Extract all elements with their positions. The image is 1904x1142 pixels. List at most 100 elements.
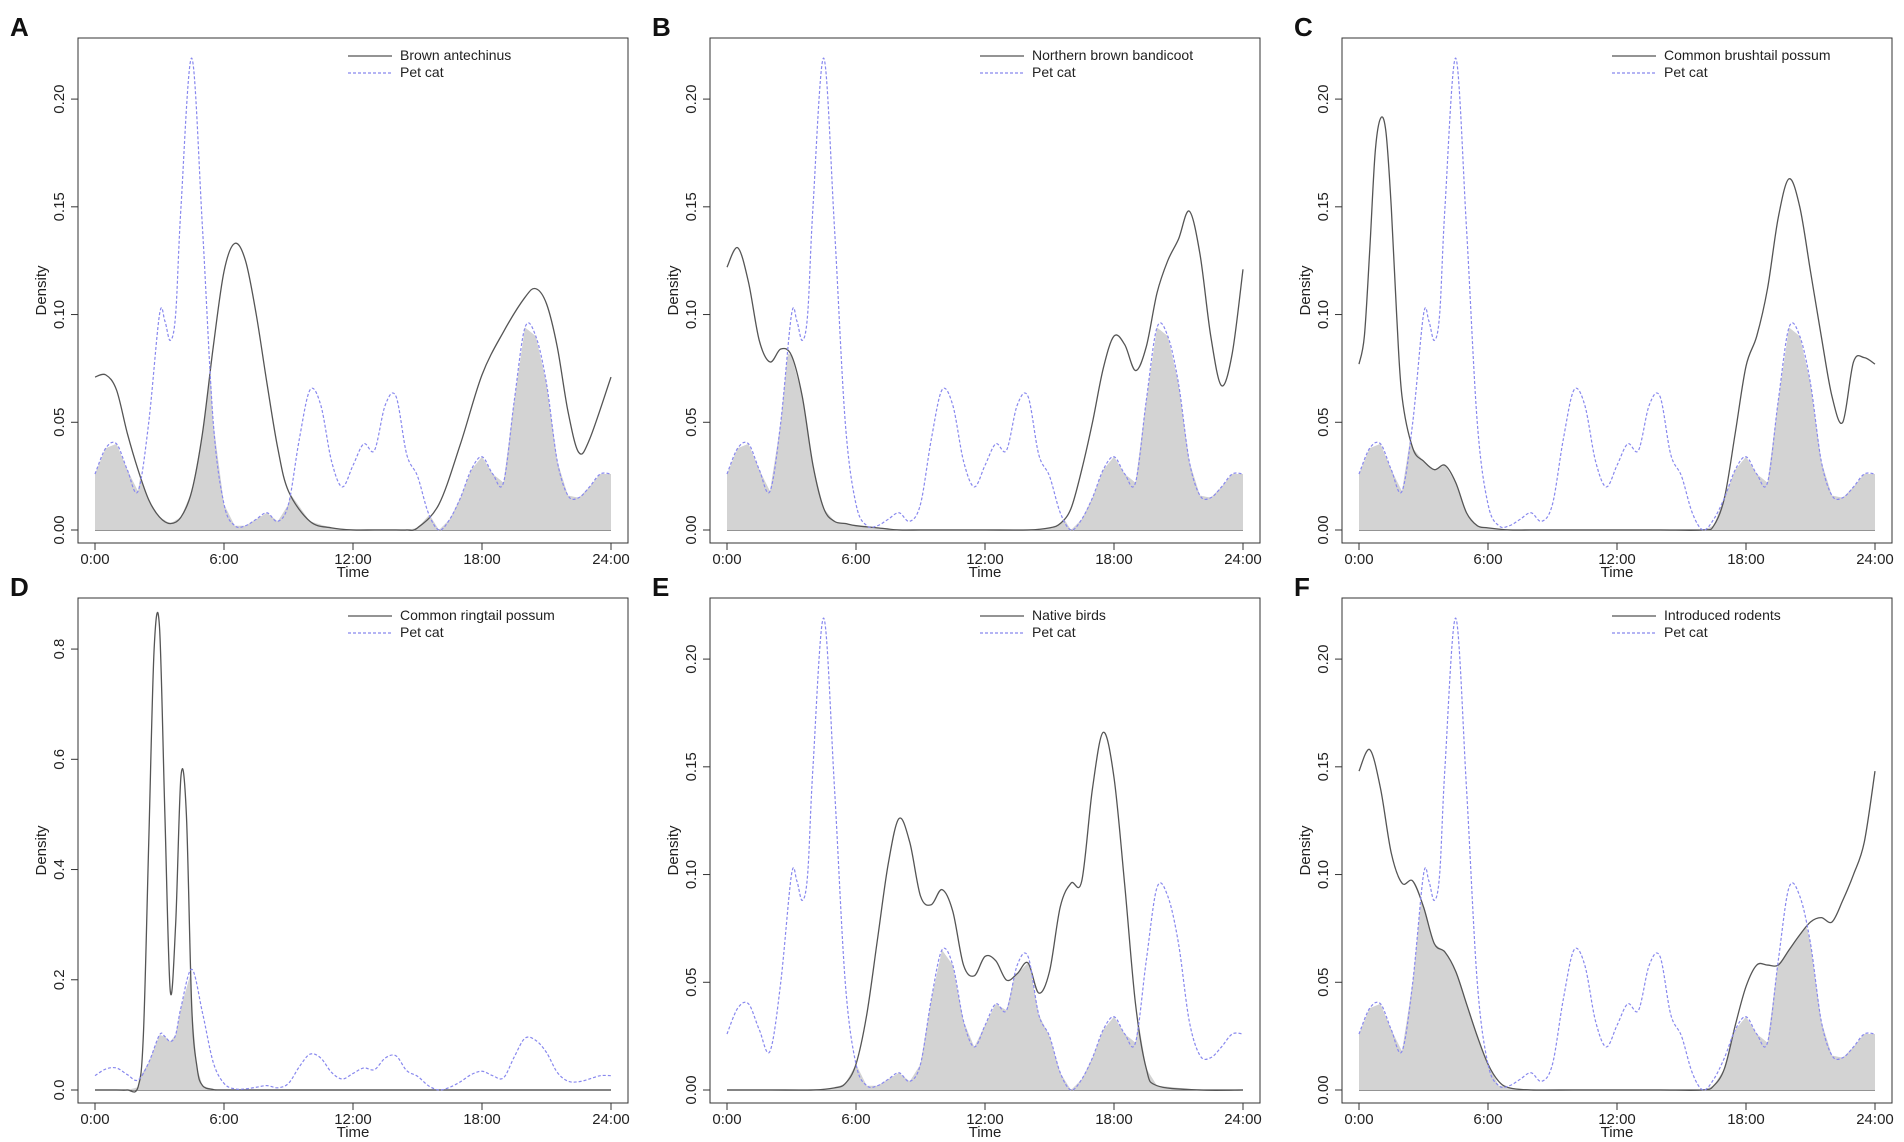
panel-letter: A: [10, 12, 29, 42]
y-axis-title: Density: [1297, 265, 1314, 316]
series-line-pet-cat: [726, 57, 1244, 531]
panel-D: D 0:00 6:00 12:00 18:00 24:00 Time 0.0 0.2 0.4 0.6…: [10, 572, 630, 1141]
x-tick-label: 24:00: [1224, 1111, 1262, 1128]
overlap-area: [727, 949, 1243, 1090]
y-tick-label: 0.20: [683, 84, 700, 113]
y-tick-label: 0.10: [683, 860, 700, 889]
x-tick-label: 12:00: [1598, 551, 1636, 568]
y-tick-label: 0.05: [1315, 968, 1332, 997]
panel-F: F 0:00 6:00 12:00 18:00 24:00 Time 0.00 0.05 0.10…: [1294, 572, 1894, 1141]
series-line-pet-cat: [726, 617, 1244, 1091]
legend-entry: Common ringtail possum: [400, 607, 555, 623]
overlap-area: [1359, 901, 1875, 1090]
x-tick-label: 6:00: [209, 1111, 238, 1128]
series-line-species: [94, 611, 611, 1093]
y-tick-label: 0.10: [683, 300, 700, 329]
x-tick-label: 18:00: [463, 551, 501, 568]
overlap-area: [1359, 327, 1875, 530]
y-tick-label: 0.05: [1315, 408, 1332, 437]
x-tick-label: 6:00: [209, 551, 238, 568]
y-tick-label: 0.10: [1315, 860, 1332, 889]
x-tick-label: 12:00: [966, 551, 1004, 568]
panel-A: A 0:00 6:00 12:00 18:00 24:00 Time 0.00 0.05 0.10…: [10, 12, 630, 581]
x-tick-label: 12:00: [334, 1111, 372, 1128]
y-axis-title: Density: [33, 265, 50, 316]
y-tick-label: 0.00: [1315, 1075, 1332, 1104]
legend-entry: Northern brown bandicoot: [1032, 47, 1193, 63]
panel-letter: F: [1294, 572, 1310, 602]
y-axis-title: Density: [1297, 825, 1314, 876]
x-tick-label: 12:00: [966, 1111, 1004, 1128]
panel-E: E 0:00 6:00 12:00 18:00 24:00 Time 0.00 0.05 0.10…: [652, 572, 1262, 1141]
y-tick-label: 0.2: [51, 969, 68, 990]
panel-letter: B: [652, 12, 671, 42]
y-tick-label: 0.0: [51, 1080, 68, 1101]
x-tick-label: 18:00: [463, 1111, 501, 1128]
x-tick-label: 18:00: [1095, 1111, 1133, 1128]
panel-C: C 0:00 6:00 12:00 18:00 24:00 Time 0.00 0.05 0.10…: [1294, 12, 1894, 581]
y-tick-label: 0.00: [51, 515, 68, 544]
legend-entry: Pet cat: [1664, 624, 1708, 640]
x-tick-label: 0:00: [80, 551, 109, 568]
series-line-pet-cat: [1358, 57, 1876, 531]
y-tick-label: 0.05: [683, 408, 700, 437]
x-tick-label: 18:00: [1095, 551, 1133, 568]
x-tick-label: 24:00: [1856, 551, 1894, 568]
y-tick-label: 0.15: [1315, 752, 1332, 781]
x-tick-label: 0:00: [1344, 1111, 1373, 1128]
overlap-area: [727, 327, 1243, 530]
x-tick-label: 0:00: [712, 1111, 741, 1128]
legend-entry: Pet cat: [400, 624, 444, 640]
plot-frame: [77, 597, 629, 1104]
x-tick-label: 24:00: [1856, 1111, 1894, 1128]
x-tick-label: 18:00: [1727, 1111, 1765, 1128]
x-axis-title: Time: [337, 1124, 370, 1141]
x-tick-label: 24:00: [592, 1111, 630, 1128]
y-tick-label: 0.20: [1315, 84, 1332, 113]
x-tick-label: 6:00: [841, 1111, 870, 1128]
legend-entry: Pet cat: [1032, 64, 1076, 80]
overlap-area: [95, 327, 611, 530]
series-line-pet-cat: [94, 57, 612, 531]
x-tick-label: 12:00: [334, 551, 372, 568]
panel-letter: E: [652, 572, 669, 602]
y-tick-label: 0.6: [51, 749, 68, 770]
legend-entry: Introduced rodents: [1664, 607, 1781, 623]
legend-entry: Common brushtail possum: [1664, 47, 1831, 63]
y-axis-title: Density: [665, 825, 682, 876]
x-axis-title: Time: [969, 1124, 1002, 1141]
y-tick-label: 0.00: [683, 1075, 700, 1104]
y-tick-label: 0.20: [1315, 644, 1332, 673]
y-axis-title: Density: [33, 825, 50, 876]
x-tick-label: 18:00: [1727, 551, 1765, 568]
series-line-species: [1358, 116, 1876, 531]
y-tick-label: 0.15: [51, 192, 68, 221]
y-tick-label: 0.00: [683, 515, 700, 544]
legend-entry: Pet cat: [1664, 64, 1708, 80]
y-tick-label: 0.20: [51, 84, 68, 113]
panel-B: B 0:00 6:00 12:00 18:00 24:00 Time 0.00 0.05 0.10…: [652, 12, 1262, 581]
x-tick-label: 24:00: [592, 551, 630, 568]
y-axis-title: Density: [665, 265, 682, 316]
series-line-species: [1358, 748, 1876, 1091]
panel-letter: C: [1294, 12, 1313, 42]
y-tick-label: 0.05: [51, 408, 68, 437]
y-tick-label: 0.10: [1315, 300, 1332, 329]
panel-letter: D: [10, 572, 29, 602]
x-tick-label: 0:00: [1344, 551, 1373, 568]
x-axis-title: Time: [1601, 564, 1634, 581]
x-axis-title: Time: [337, 564, 370, 581]
y-tick-label: 0.15: [683, 192, 700, 221]
legend-entry: Pet cat: [1032, 624, 1076, 640]
x-tick-label: 0:00: [712, 551, 741, 568]
y-tick-label: 0.4: [51, 859, 68, 880]
y-tick-label: 0.15: [1315, 192, 1332, 221]
x-axis-title: Time: [1601, 1124, 1634, 1141]
x-tick-label: 6:00: [1473, 551, 1502, 568]
